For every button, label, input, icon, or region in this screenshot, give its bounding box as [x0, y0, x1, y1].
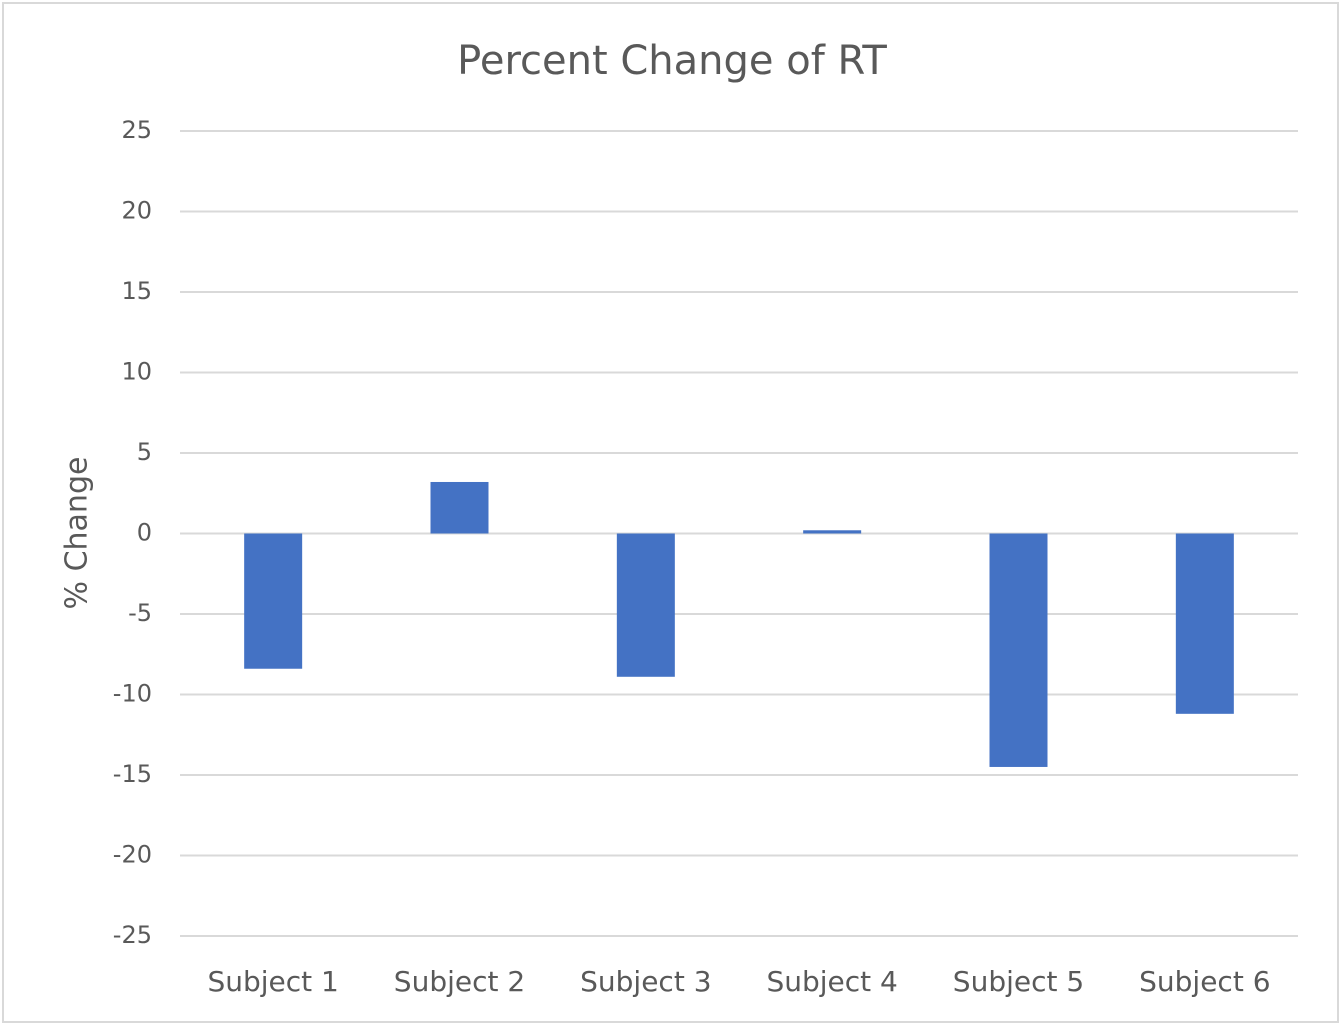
y-tick-label: 25 — [121, 116, 152, 144]
y-tick-label: 0 — [137, 519, 152, 547]
bar — [430, 481, 489, 534]
y-tick-label: 15 — [121, 277, 152, 305]
y-tick-label: -20 — [113, 841, 152, 869]
chart-title: Percent Change of RT — [457, 38, 887, 84]
x-tick-label: Subject 3 — [580, 965, 711, 998]
y-axis-label: % Change — [60, 457, 95, 610]
bar — [803, 530, 862, 534]
y-tick-label: 10 — [121, 358, 152, 386]
y-tick-label: -10 — [113, 680, 152, 708]
y-tick-label: 5 — [137, 438, 152, 466]
y-tick-label: -25 — [113, 921, 152, 949]
bar — [616, 533, 675, 677]
bar — [244, 533, 303, 669]
y-tick-label: -15 — [113, 760, 152, 788]
x-tick-label: Subject 6 — [1139, 965, 1270, 998]
y-tick-label: 20 — [121, 197, 152, 225]
bar — [989, 533, 1048, 767]
x-tick-label: Subject 5 — [953, 965, 1084, 998]
x-tick-label: Subject 2 — [394, 965, 525, 998]
x-tick-label: Subject 1 — [207, 965, 338, 998]
y-tick-label: -5 — [128, 599, 152, 627]
bar — [1175, 533, 1234, 714]
x-tick-label: Subject 4 — [766, 965, 897, 998]
